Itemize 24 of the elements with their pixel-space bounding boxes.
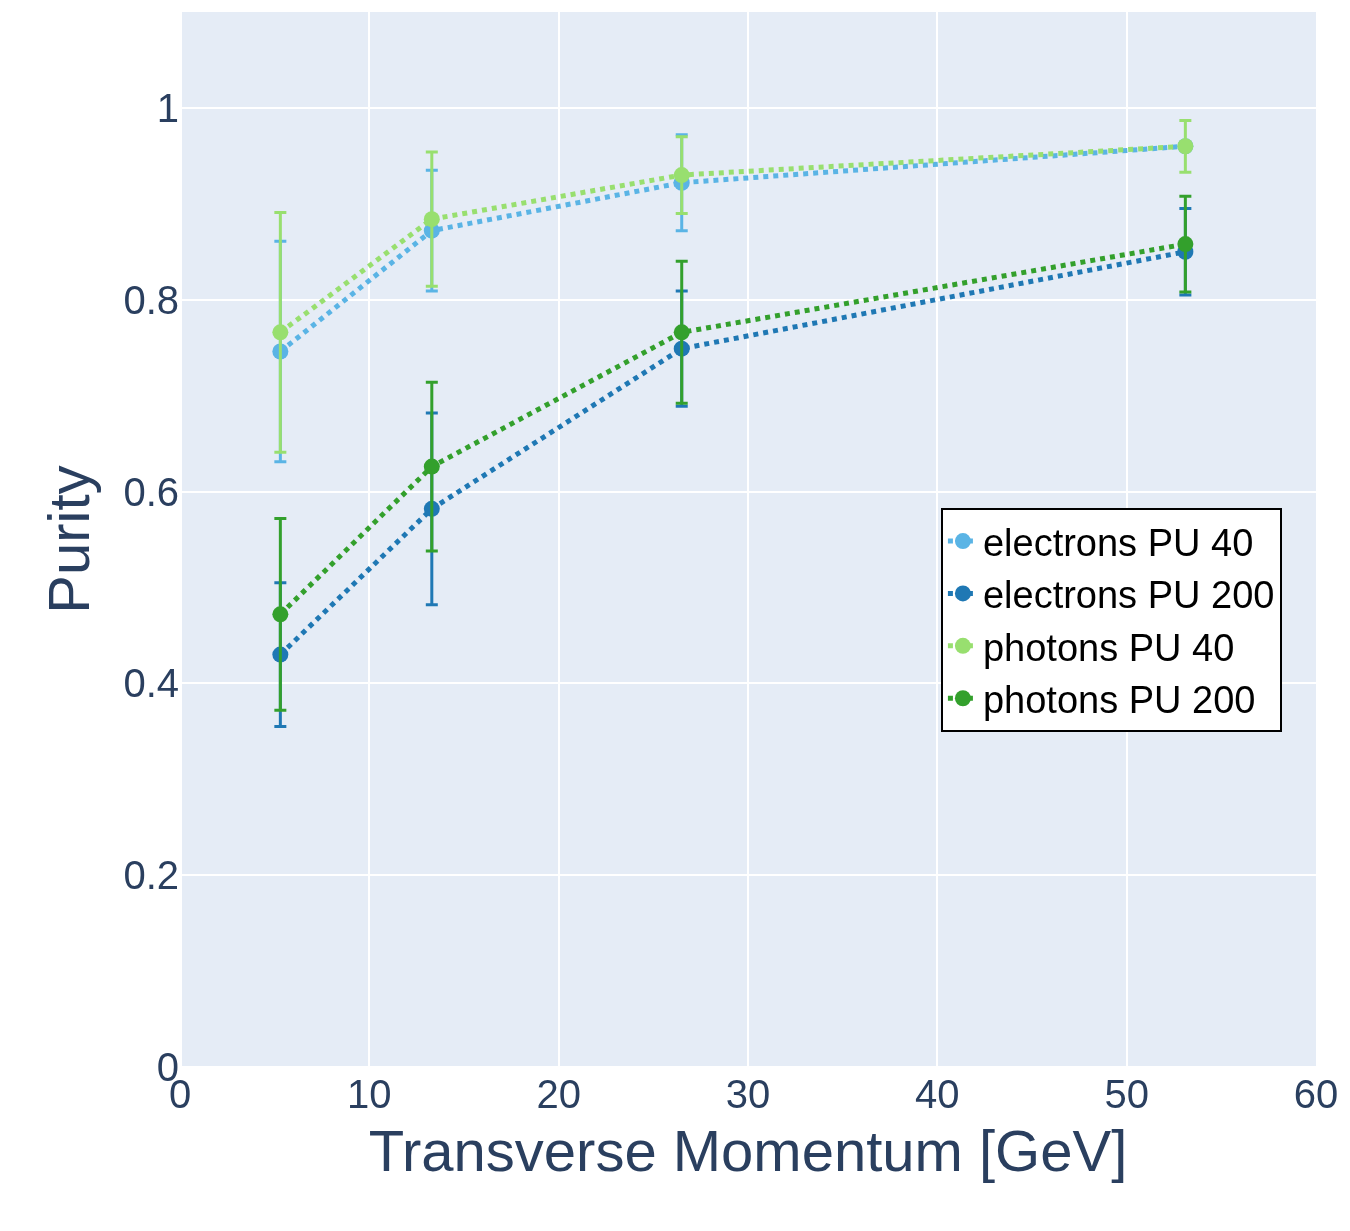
y-tick-label: 0.2 <box>123 853 179 898</box>
x-tick-label: 20 <box>536 1072 581 1116</box>
y-axis-title: Purity <box>35 465 101 614</box>
legend-label: photons PU 40 <box>982 626 1235 669</box>
x-tick-label: 40 <box>915 1072 960 1116</box>
x-tick-label: 50 <box>1104 1072 1149 1116</box>
y-tick-label: 0.4 <box>123 661 179 706</box>
y-tick-label: 0.6 <box>123 469 179 514</box>
point <box>673 167 690 184</box>
point <box>673 324 690 341</box>
point <box>272 606 289 623</box>
legend-label: electrons PU 40 <box>982 521 1254 564</box>
y-tick-label: 1 <box>156 85 179 130</box>
point <box>423 458 440 475</box>
x-axis-title: Transverse Momentum [GeV] <box>368 1118 1128 1184</box>
x-tick-label: 60 <box>1293 1072 1339 1116</box>
y-tick-label: 0.8 <box>123 277 179 322</box>
legend-label: electrons PU 200 <box>982 574 1275 617</box>
x-tick-label: 30 <box>725 1072 771 1116</box>
x-tick-label: 10 <box>347 1072 392 1116</box>
point <box>1177 236 1194 253</box>
point <box>272 324 289 341</box>
point <box>423 211 440 228</box>
legend-label: photons PU 200 <box>982 679 1256 722</box>
